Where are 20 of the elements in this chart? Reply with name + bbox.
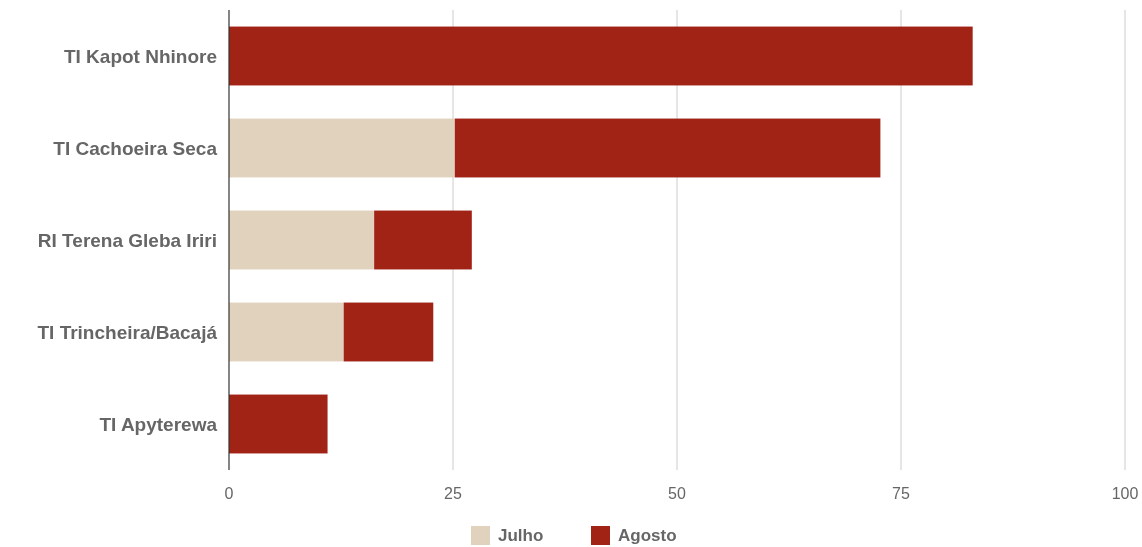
x-tick-label: 75 [892,485,910,502]
bar [343,302,434,362]
bar [374,210,472,270]
bar [229,26,973,86]
y-tick-label: TI Kapot Nhinore [63,45,217,67]
bar [229,118,455,178]
bar [454,118,881,178]
bar [229,302,344,362]
bar [229,394,328,454]
y-tick-label: TI Trincheira/Bacajá [37,321,218,343]
y-tick-label: TI Apyterewa [99,413,218,435]
x-tick-label: 50 [668,485,686,502]
legend-label: Julho [498,525,544,545]
x-tick-label: 0 [224,485,234,502]
bar [229,210,375,270]
y-tick-label: RI Terena Gleba Iriri [37,229,217,251]
x-tick-label: 25 [444,485,462,502]
x-tick-label: 100 [1111,485,1139,502]
legend-label: Agosto [618,525,677,545]
y-tick-label: TI Cachoeira Seca [53,137,218,159]
